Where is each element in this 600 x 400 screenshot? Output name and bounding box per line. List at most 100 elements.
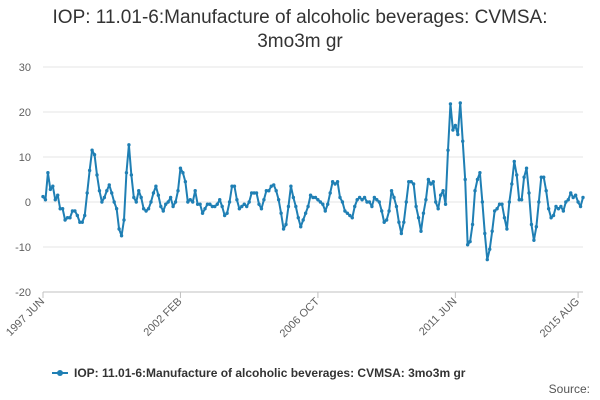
data-point-98: [281, 227, 286, 231]
data-point-141: [387, 209, 391, 213]
x-tick-label-1: 2002 FEB: [141, 296, 184, 339]
grid-layer: [43, 66, 583, 293]
data-point-137: [377, 200, 381, 204]
x-tick-label-3: 2011 JUN: [417, 296, 460, 339]
y-tick-label-2: 10: [19, 152, 31, 164]
data-point-174: [468, 239, 472, 244]
data-point-95: [274, 189, 278, 193]
data-point-213: [564, 200, 568, 204]
data-point-64: [198, 202, 202, 206]
data-point-214: [566, 198, 570, 202]
data-point-204: [542, 175, 546, 179]
data-point-180: [483, 231, 487, 236]
legend-label: IOP: 11.01-6:Manufacture of alcoholic be…: [74, 366, 466, 380]
data-point-87: [254, 191, 259, 195]
data-point-211: [559, 204, 563, 209]
data-point-91: [264, 189, 269, 193]
data-point-79: [235, 198, 239, 202]
data-point-7: [58, 207, 62, 211]
data-point-150: [409, 180, 413, 184]
data-point-200: [532, 238, 536, 242]
data-point-185: [495, 207, 499, 211]
data-point-156: [424, 198, 428, 202]
data-point-149: [407, 180, 411, 184]
data-point-53: [171, 204, 175, 209]
data-point-173: [465, 243, 470, 247]
data-point-100: [286, 204, 291, 209]
data-point-127: [353, 204, 357, 209]
data-point-40: [139, 195, 143, 200]
y-tick-label-5: -20: [15, 287, 31, 299]
data-point-41: [141, 207, 146, 211]
data-point-189: [505, 227, 509, 231]
data-point-19: [87, 168, 92, 173]
data-point-196: [522, 175, 526, 179]
data-point-111: [313, 195, 318, 200]
data-point-158: [429, 182, 433, 186]
data-point-159: [431, 180, 435, 184]
data-point-80: [237, 207, 242, 211]
chart-title-line-2: 3mo3m gr: [257, 31, 343, 52]
data-point-18: [85, 191, 89, 195]
data-point-15: [78, 220, 82, 224]
data-point-188: [502, 216, 507, 220]
data-point-175: [470, 222, 475, 227]
data-point-133: [367, 200, 372, 204]
data-point-131: [362, 195, 367, 200]
data-point-119: [333, 182, 337, 186]
data-point-219: [578, 204, 583, 209]
data-point-44: [149, 200, 153, 204]
data-point-125: [348, 213, 352, 218]
data-point-161: [436, 207, 440, 211]
data-point-121: [338, 195, 342, 200]
data-point-164: [443, 202, 448, 206]
data-point-193: [515, 173, 519, 177]
data-point-96: [276, 198, 281, 202]
data-point-136: [375, 198, 379, 202]
data-point-42: [144, 209, 148, 213]
data-point-171: [461, 139, 465, 143]
data-point-26: [105, 189, 109, 193]
data-point-123: [343, 209, 347, 213]
data-point-63: [195, 202, 200, 206]
data-point-124: [345, 211, 350, 215]
data-point-46: [154, 184, 158, 188]
data-point-212: [561, 209, 566, 213]
data-point-105: [299, 225, 303, 229]
data-point-190: [507, 200, 512, 204]
data-point-206: [546, 207, 551, 211]
data-point-167: [451, 128, 455, 132]
data-point-116: [326, 202, 330, 206]
data-point-162: [438, 193, 443, 197]
data-point-85: [249, 191, 254, 195]
data-point-82: [242, 202, 246, 206]
data-point-220: [581, 195, 585, 200]
y-tick-label-4: -10: [15, 242, 31, 254]
data-point-128: [355, 198, 359, 202]
data-point-107: [303, 211, 308, 215]
data-point-106: [301, 218, 305, 222]
data-point-65: [200, 211, 205, 215]
data-point-48: [159, 204, 163, 209]
data-point-75: [225, 211, 229, 215]
data-point-47: [156, 193, 161, 197]
data-point-195: [519, 198, 524, 202]
series-line: [42, 102, 584, 261]
data-point-146: [399, 231, 404, 236]
y-tick-label-0: 30: [19, 62, 31, 74]
data-point-177: [475, 177, 480, 182]
data-point-183: [490, 229, 494, 233]
data-point-155: [421, 211, 426, 215]
data-point-216: [571, 195, 575, 200]
data-point-129: [357, 195, 362, 200]
data-point-51: [166, 200, 170, 204]
data-point-10: [65, 216, 70, 220]
data-point-62: [193, 189, 197, 193]
data-point-66: [203, 207, 207, 211]
data-point-39: [137, 189, 141, 193]
data-point-86: [252, 191, 256, 195]
data-point-57: [181, 171, 185, 175]
data-point-176: [473, 189, 477, 193]
data-point-134: [370, 204, 374, 209]
